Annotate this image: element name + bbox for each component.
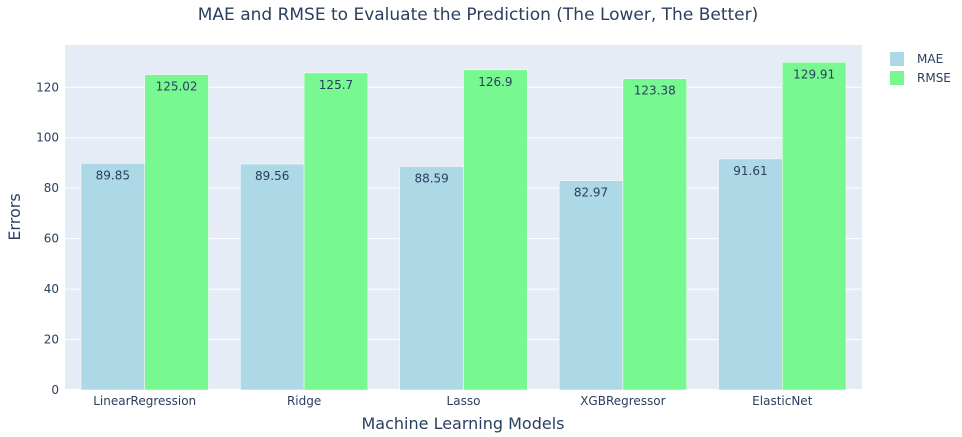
bar-labels: 89.85 125.02 89.56 125.7 88.59 126.9 82.97 123.…: [96, 67, 836, 199]
legend-label-mae: MAE: [917, 52, 943, 66]
bar-mae[interactable]: [718, 158, 783, 391]
x-tick-label: Lasso: [447, 394, 481, 408]
bars: [80, 62, 847, 391]
y-axis-title: Errors: [5, 193, 24, 240]
bar-rmse[interactable]: [782, 62, 847, 391]
legend-item-mae[interactable]: MAE: [890, 52, 943, 66]
bar-label-rmse: 125.02: [156, 80, 198, 94]
bar-mae[interactable]: [80, 163, 145, 391]
bar-label-rmse: 123.38: [634, 84, 676, 98]
x-tick-label: LinearRegression: [93, 394, 196, 408]
legend-swatch-rmse: [890, 71, 904, 85]
bar-label-mae: 82.97: [574, 186, 608, 200]
bar-rmse[interactable]: [144, 74, 209, 391]
y-tick-labels: 0 20 40 60 80 100 120: [36, 80, 59, 397]
y-tick-label: 100: [36, 131, 59, 145]
bar-mae[interactable]: [558, 180, 624, 391]
chart-title: MAE and RMSE to Evaluate the Prediction …: [198, 5, 758, 25]
x-tick-label: ElasticNet: [752, 394, 813, 408]
x-tick-label: XGBRegressor: [580, 394, 665, 408]
y-tick-label: 0: [51, 383, 59, 397]
bar-label-rmse: 126.9: [478, 75, 512, 89]
legend-swatch-mae: [890, 52, 904, 66]
bar-label-rmse: 129.91: [793, 67, 835, 81]
bar-label-mae: 88.59: [414, 172, 448, 186]
y-tick-label: 80: [44, 181, 59, 195]
bar-mae[interactable]: [399, 166, 464, 391]
x-axis-title: Machine Learning Models: [362, 414, 565, 433]
bar-rmse[interactable]: [622, 78, 687, 391]
y-tick-label: 40: [44, 282, 59, 296]
bar-label-mae: 89.85: [96, 168, 130, 182]
legend-label-rmse: RMSE: [917, 71, 951, 85]
y-tick-label: 60: [44, 232, 59, 246]
x-tick-label: Ridge: [287, 394, 321, 408]
x-tick-labels: LinearRegression Ridge Lasso XGBRegressor El…: [93, 394, 812, 408]
bar-rmse[interactable]: [463, 69, 528, 391]
legend-item-rmse[interactable]: RMSE: [890, 71, 951, 85]
legend[interactable]: MAE RMSE: [890, 52, 951, 85]
y-tick-label: 120: [36, 80, 59, 94]
y-tick-label: 20: [44, 333, 59, 347]
bar-label-mae: 89.56: [255, 169, 289, 183]
bar-label-mae: 91.61: [733, 164, 767, 178]
bar-mae[interactable]: [240, 163, 305, 391]
bar-rmse[interactable]: [303, 72, 369, 391]
bar-label-rmse: 125.7: [319, 78, 353, 92]
